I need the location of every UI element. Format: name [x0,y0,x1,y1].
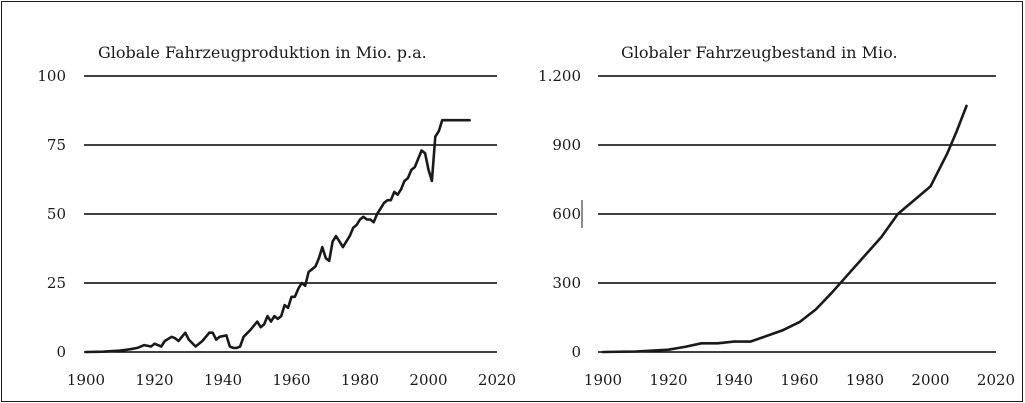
y-tick-label: 50 [47,205,66,223]
x-tick-labels: 1900 1920 1940 1960 1980 2000 2020 [584,371,1015,389]
x-tick-label: 1960 [780,371,818,389]
x-tick-labels: 1900 1920 1940 1960 1980 2000 2020 [67,371,516,389]
x-tick-label: 1900 [67,371,105,389]
series-line [84,118,471,354]
grid-lines [84,75,497,353]
x-tick-label: 1960 [272,371,310,389]
y-tick-label: 25 [47,274,66,292]
x-tick-label: 1920 [649,371,687,389]
series-line [601,104,968,354]
x-tick-label: 2000 [409,371,447,389]
y-tick-label: 0 [571,343,581,361]
chart-title: Globale Fahrzeugproduktion in Mio. p.a. [98,43,427,62]
y-tick-label: 0 [56,343,66,361]
x-tick-label: 2020 [478,371,516,389]
y-tick-label: 1.200 [538,67,581,85]
x-tick-label: 1940 [204,371,242,389]
x-tick-label: 2000 [911,371,949,389]
y-tick-labels: 0 25 50 75 100 [37,67,66,361]
y-tick-label: 300 [552,274,581,292]
x-tick-label: 1980 [846,371,884,389]
chart-title: Globaler Fahrzeugbestand in Mio. [621,43,898,62]
chart-fahrzeugbestand: Globaler Fahrzeugbestand in Mio. 0 300 600… [538,43,1015,389]
y-tick-label: 900 [552,136,581,154]
x-tick-label: 1980 [341,371,379,389]
x-tick-label: 2020 [977,371,1015,389]
chart-fahrzeugproduktion: Globale Fahrzeugproduktion in Mio. p.a. … [37,43,516,389]
y-tick-label: 75 [47,136,66,154]
y-tick-labels: 0 300 600 900 1.200 [538,67,581,361]
y-tick-label: 600 [552,205,581,223]
y-tick-label: 100 [37,67,66,85]
series-layer [84,118,471,354]
series-layer [601,104,968,354]
grid-lines [598,75,996,353]
x-tick-label: 1940 [715,371,753,389]
x-tick-label: 1900 [584,371,622,389]
x-tick-label: 1920 [135,371,173,389]
